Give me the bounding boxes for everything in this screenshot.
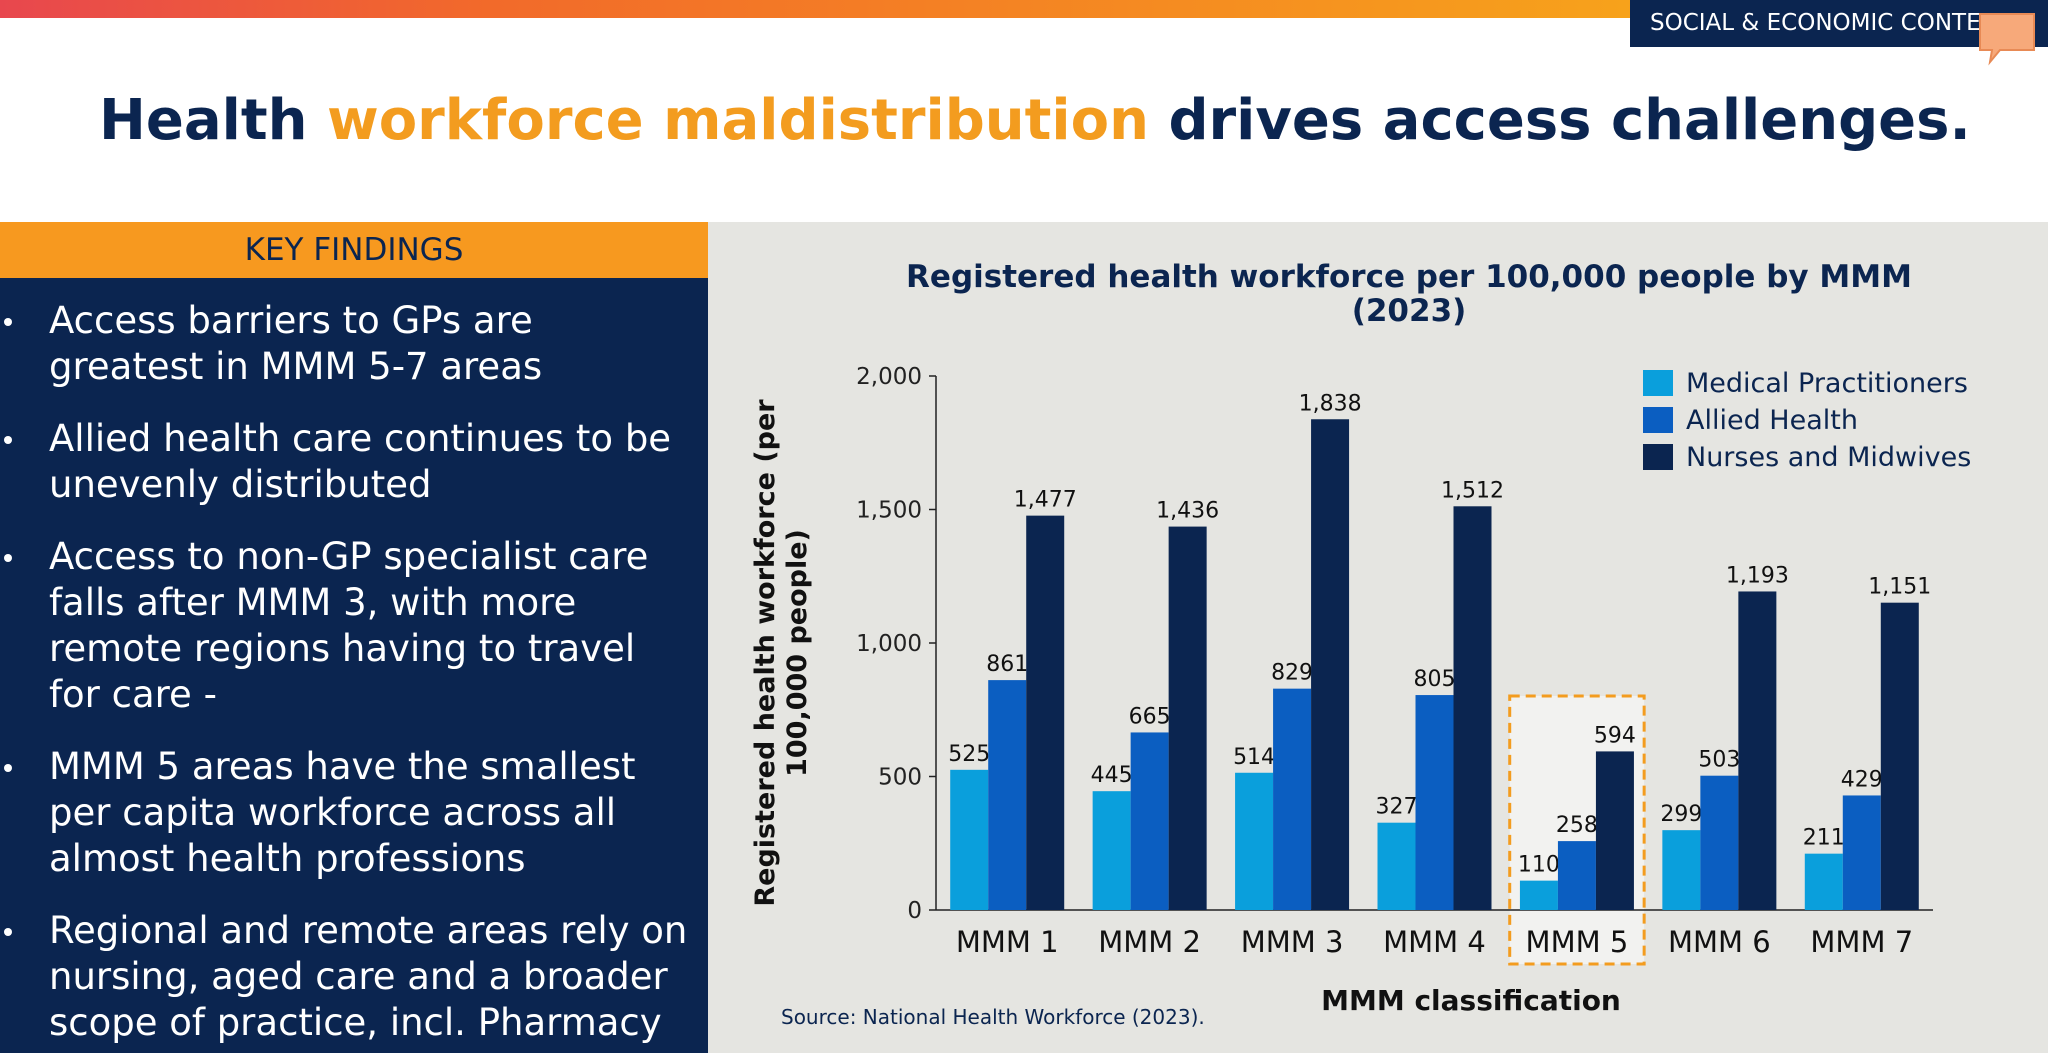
x-tick-label: MMM 5 <box>1526 925 1629 959</box>
bar <box>1377 822 1416 910</box>
bar <box>1026 515 1065 910</box>
legend-swatch <box>1643 370 1673 396</box>
bar <box>1453 506 1492 910</box>
data-label: 299 <box>1660 802 1702 827</box>
chart: Registered health workforce per 100,000 … <box>750 259 1971 1029</box>
bar <box>950 769 989 910</box>
data-label: 211 <box>1803 826 1845 851</box>
finding: Allied health care continues to be uneve… <box>4 416 688 508</box>
legend-label: Medical Practitioners <box>1686 368 1968 399</box>
chart-title-line: Registered health workforce per 100,000 … <box>906 259 1912 295</box>
finding: Access barriers to GPs are greatest in M… <box>4 298 688 390</box>
bar <box>1235 772 1274 910</box>
x-tick-label: MMM 1 <box>956 925 1059 959</box>
bar <box>1415 695 1454 910</box>
data-label: 514 <box>1233 745 1275 770</box>
data-label: 829 <box>1271 661 1313 686</box>
finding: MMM 5 areas have the smallest per capita… <box>4 744 688 882</box>
data-label: 1,436 <box>1156 499 1219 524</box>
key-findings-panel: KEY FINDINGS Access barriers to GPs are … <box>0 222 708 1053</box>
legend-swatch <box>1643 407 1673 433</box>
data-label: 665 <box>1129 704 1171 729</box>
y-axis-label-line: Registered health workforce (per <box>750 399 781 907</box>
x-tick-label: MMM 3 <box>1241 925 1344 959</box>
x-tick-label: MMM 2 <box>1098 925 1201 959</box>
bar <box>988 680 1027 910</box>
chart-panel: Registered health workforce per 100,000 … <box>708 222 2048 1053</box>
data-label: 1,512 <box>1441 478 1504 503</box>
data-label: 1,838 <box>1299 391 1362 416</box>
y-axis-label: Registered health workforce (per100,000 … <box>750 399 813 907</box>
accent-bar <box>0 0 1630 18</box>
legend-label: Allied Health <box>1686 405 1858 436</box>
bar <box>1273 688 1312 910</box>
bar <box>1557 841 1596 910</box>
data-label: 503 <box>1698 748 1740 773</box>
bar <box>1804 853 1843 910</box>
title-part: Health <box>99 88 327 153</box>
bar <box>1595 751 1634 910</box>
key-findings-heading: KEY FINDINGS <box>0 222 708 278</box>
legend-label: Nurses and Midwives <box>1686 442 1971 473</box>
data-label: 1,151 <box>1868 575 1931 600</box>
bar <box>1880 602 1919 910</box>
bar <box>1842 795 1881 910</box>
y-tick-label: 2,000 <box>856 364 922 390</box>
x-axis-label: MMM classification <box>1321 984 1621 1017</box>
y-tick-label: 500 <box>878 765 922 791</box>
bar <box>1130 732 1169 910</box>
data-label: 327 <box>1376 795 1418 820</box>
bar <box>1519 880 1558 910</box>
section-tag: SOCIAL & ECONOMIC CONTEXT <box>1630 0 2048 47</box>
legend-swatch <box>1643 444 1673 470</box>
bar <box>1168 526 1207 910</box>
source-note: Source: National Health Workforce (2023)… <box>781 1005 1205 1029</box>
data-label: 525 <box>948 742 990 767</box>
data-label: 1,193 <box>1726 563 1789 588</box>
y-tick-label: 1,500 <box>856 498 922 524</box>
x-tick-label: MMM 7 <box>1810 925 1913 959</box>
data-label: 429 <box>1841 767 1883 792</box>
chart-title: Registered health workforce per 100,000 … <box>906 259 1912 329</box>
comment-icon[interactable] <box>1976 10 2040 66</box>
bar <box>1092 791 1131 910</box>
title-highlight: workforce maldistribution <box>326 88 1149 153</box>
bar <box>1311 419 1350 910</box>
y-axis-label-line: 100,000 people) <box>782 529 813 777</box>
title-part: drives access challenges. <box>1148 88 1971 153</box>
x-tick-label: MMM 4 <box>1383 925 1486 959</box>
finding: Access to non-GP specialist care falls a… <box>4 534 688 718</box>
data-label: 258 <box>1556 813 1598 838</box>
data-label: 1,477 <box>1014 488 1077 513</box>
bar <box>1700 775 1739 910</box>
bar <box>1738 591 1777 910</box>
y-tick-label: 0 <box>907 898 922 924</box>
x-tick-label: MMM 6 <box>1668 925 1771 959</box>
data-label: 110 <box>1518 853 1560 878</box>
bar <box>1662 830 1701 910</box>
data-label: 861 <box>986 652 1028 677</box>
finding: Regional and remote areas rely on nursin… <box>4 909 688 1044</box>
page-title: Health workforce maldistribution drives … <box>99 88 1971 153</box>
data-label: 805 <box>1414 667 1456 692</box>
findings-list: Access barriers to GPs are greatest in M… <box>0 278 708 1046</box>
y-tick-label: 1,000 <box>856 631 922 657</box>
data-label: 594 <box>1594 723 1636 748</box>
data-label: 445 <box>1091 763 1133 788</box>
chart-title-line: (2023) <box>1352 293 1467 329</box>
